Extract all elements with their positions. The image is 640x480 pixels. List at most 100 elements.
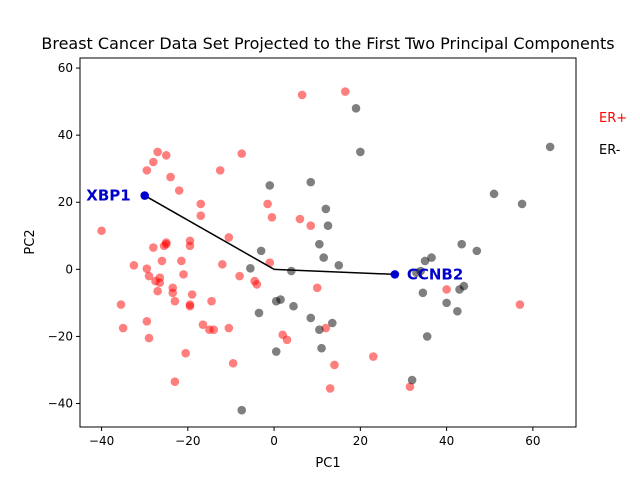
point-0-31 — [185, 241, 195, 251]
loading-label-0: XBP1 — [86, 187, 130, 205]
x-tick-label-3: 20 — [353, 434, 368, 448]
point-1-19 — [334, 261, 344, 270]
point-1-21 — [356, 147, 365, 157]
point-0-57 — [306, 221, 316, 231]
point-0-54 — [282, 335, 292, 345]
x-tick-label-4: 40 — [439, 434, 454, 448]
point-1-27 — [422, 332, 432, 341]
point-0-34 — [187, 290, 197, 299]
x-tick-label-0: −40 — [89, 434, 114, 448]
point-0-61 — [330, 360, 339, 370]
point-1-29 — [442, 298, 451, 308]
point-0-4 — [142, 166, 152, 175]
point-0-41 — [215, 166, 225, 175]
point-0-29 — [181, 348, 190, 358]
point-0-59 — [321, 323, 331, 333]
x-tick-label-2: 0 — [270, 434, 278, 448]
y-tick-label-1: −20 — [48, 329, 73, 343]
point-0-10 — [149, 243, 158, 252]
loading-point-0 — [140, 191, 149, 200]
x-tick-label-5: 60 — [525, 434, 540, 448]
point-0-20 — [161, 150, 171, 160]
point-0-16 — [157, 256, 167, 266]
point-1-18 — [328, 318, 337, 328]
y-tick-label-5: 60 — [58, 61, 73, 75]
point-1-34 — [472, 246, 482, 256]
legend-entry-ER-: ER- — [599, 143, 621, 158]
point-0-45 — [228, 358, 238, 368]
series-ER+ — [97, 87, 525, 393]
y-tick-label-0: −40 — [48, 397, 73, 411]
point-1-26 — [420, 256, 430, 266]
y-axis-label: PC2 — [23, 229, 38, 254]
plot-frame — [79, 57, 577, 428]
point-0-27 — [177, 256, 186, 266]
point-0-6 — [142, 264, 152, 273]
point-0-63 — [368, 352, 378, 361]
point-0-7 — [144, 333, 154, 343]
point-0-52 — [267, 213, 277, 222]
point-1-6 — [271, 347, 281, 356]
point-0-35 — [196, 199, 206, 209]
point-0-26 — [174, 186, 184, 195]
x-axis: −40 −20 0 20 40 60 — [89, 427, 541, 448]
x-tick-label-1: −20 — [175, 434, 200, 448]
loading-vectors: XBP1 CCNB2 — [86, 187, 463, 284]
point-0-58 — [312, 283, 322, 293]
point-0-50 — [263, 199, 272, 209]
y-axis: −40 −20 0 20 40 60 — [48, 61, 80, 411]
point-1-32 — [457, 239, 467, 249]
point-0-33 — [185, 301, 195, 311]
point-1-24 — [416, 266, 426, 276]
point-0-9 — [149, 157, 158, 167]
point-1-20 — [351, 104, 361, 113]
point-0-60 — [325, 384, 335, 393]
point-1-35 — [489, 189, 499, 199]
point-1-16 — [321, 204, 331, 214]
point-0-1 — [116, 300, 126, 309]
point-1-3 — [256, 246, 266, 256]
point-1-36 — [517, 199, 527, 209]
point-0-15 — [155, 278, 165, 288]
point-1-1 — [246, 264, 255, 273]
point-0-12 — [153, 147, 162, 157]
y-tick-label-2: 0 — [65, 262, 73, 276]
y-tick-label-3: 20 — [58, 195, 73, 209]
point-0-3 — [129, 261, 139, 270]
point-0-36 — [196, 211, 206, 220]
point-0-23 — [168, 288, 178, 298]
point-1-15 — [319, 253, 328, 262]
point-0-37 — [198, 320, 208, 329]
point-0-40 — [209, 325, 219, 335]
point-0-13 — [153, 286, 162, 296]
legend: ER+ ER- — [599, 111, 627, 158]
point-1-0 — [237, 405, 247, 415]
point-1-4 — [265, 181, 275, 190]
point-0-28 — [179, 270, 188, 279]
point-0-49 — [252, 280, 262, 289]
point-0-24 — [170, 296, 180, 306]
point-1-13 — [315, 239, 324, 249]
point-1-28 — [427, 253, 436, 262]
point-0-47 — [237, 149, 247, 158]
point-0-46 — [235, 271, 244, 281]
series-ER- — [237, 104, 555, 415]
point-1-7 — [276, 295, 285, 304]
point-0-56 — [297, 90, 307, 100]
point-0-8 — [144, 271, 154, 281]
point-0-2 — [118, 323, 128, 333]
point-1-2 — [254, 308, 264, 318]
point-0-21 — [166, 172, 175, 182]
point-1-17 — [323, 221, 333, 231]
x-axis-label: PC1 — [315, 456, 340, 471]
point-1-14 — [317, 343, 326, 353]
point-0-51 — [265, 258, 275, 267]
point-0-25 — [170, 377, 180, 387]
loading-line-1 — [274, 268, 395, 276]
legend-entry-ER+: ER+ — [599, 111, 627, 126]
point-1-12 — [315, 325, 324, 335]
point-1-25 — [418, 288, 428, 298]
point-1-33 — [459, 281, 469, 291]
point-0-43 — [224, 233, 234, 242]
point-1-22 — [407, 375, 417, 385]
